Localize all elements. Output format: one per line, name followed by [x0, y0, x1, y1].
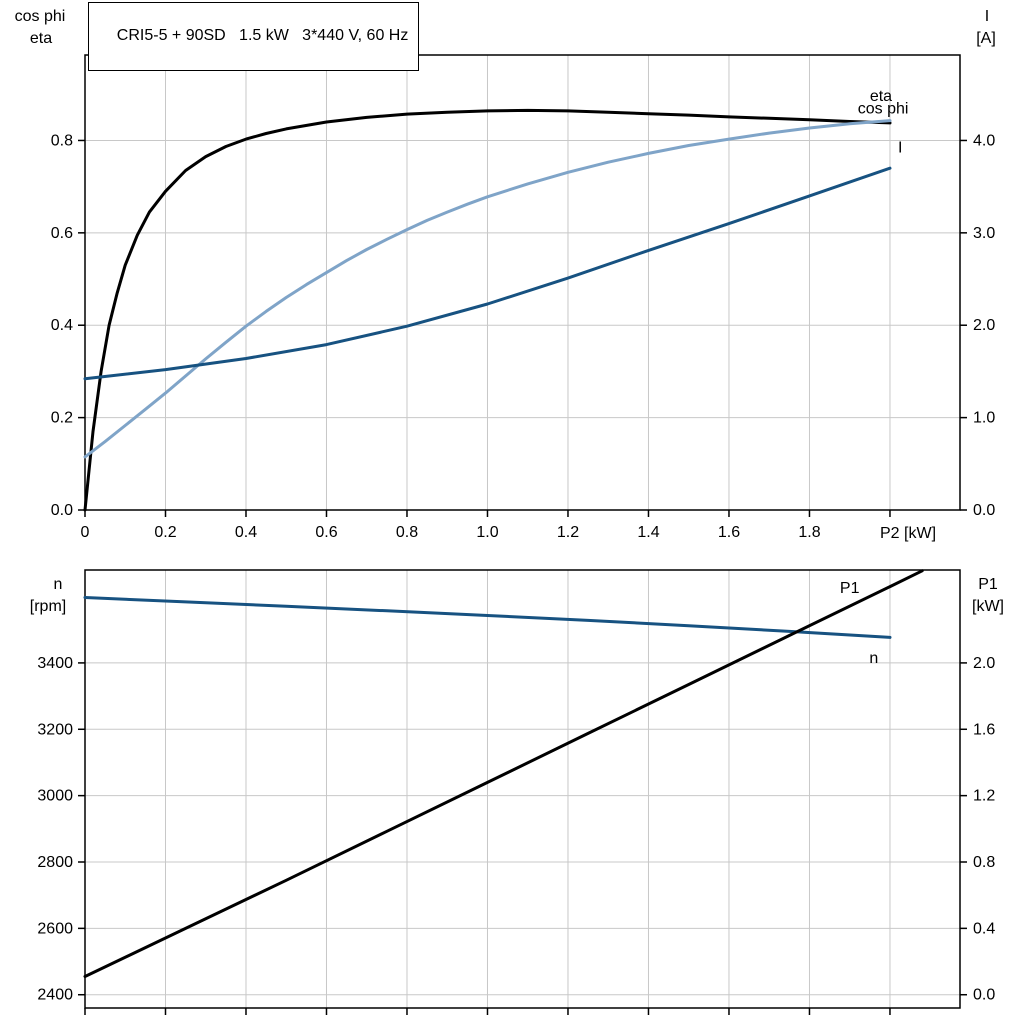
right-tick-label: 1.6 [973, 721, 995, 738]
chart-bottom: 2400 2600 2800 3000 3200 3400 0.0 0.4 0.8 1.2 1.6 2… [30, 569, 1004, 1015]
chart-title-box: CRI5-5 + 90SD 1.5 kW 3*440 V, 60 Hz [88, 2, 420, 71]
left-tick-label: 0.0 [51, 502, 73, 519]
right-axis-title: [A] [976, 30, 996, 47]
gridlines [85, 55, 960, 510]
axis-ticks: 0 0.2 0.4 0.6 0.8 1.0 1.2 1.4 1.6 1.8 0.0 0.2 0.4 0.6… [51, 132, 996, 541]
curve-n [83, 596, 892, 639]
left-tick-label: 3200 [37, 721, 73, 738]
curve-label-P1: P1 [840, 580, 860, 597]
right-tick-label: 2.0 [973, 317, 995, 334]
right-tick-label: 1.0 [973, 410, 995, 427]
left-axis-title: cos phi [15, 8, 66, 25]
right-tick-label: 0.8 [973, 854, 995, 871]
plot-frame [84, 54, 961, 511]
right-tick-label: 4.0 [973, 132, 995, 149]
x-tick-label: 0.8 [396, 524, 418, 541]
x-axis-label: P2 [kW] [880, 525, 936, 542]
curve-I [83, 166, 892, 381]
curve-label-cos-phi: cos phi [858, 101, 909, 118]
x-tick-label: 1.2 [557, 524, 579, 541]
left-tick-label: 2800 [37, 854, 73, 871]
x-tick-label: 1.8 [798, 524, 820, 541]
chart-top: 0 0.2 0.4 0.6 0.8 1.0 1.2 1.4 1.6 1.8 0.0 0.2 0.4 0.6… [15, 8, 996, 542]
left-axis-title: eta [30, 30, 52, 47]
right-tick-label: 0.4 [973, 920, 995, 937]
right-tick-label: 0.0 [973, 502, 995, 519]
x-tick-label: 1.4 [637, 524, 659, 541]
left-tick-label: 0.6 [51, 225, 73, 242]
right-axis-title: [kW] [972, 598, 1004, 615]
x-tick-label: 0 [81, 524, 90, 541]
curve-label-eta: eta [870, 88, 892, 105]
left-axis-title: [rpm] [30, 598, 66, 615]
right-axis-title: P1 [978, 576, 998, 593]
right-tick-label: 0.0 [973, 987, 995, 1004]
axis-ticks: 2400 2600 2800 3000 3200 3400 0.0 0.4 0.8 1.2 1.6 2… [37, 655, 995, 1015]
curve-P1 [83, 569, 924, 978]
x-tick-label: 0.6 [315, 524, 337, 541]
gridlines [85, 570, 960, 1008]
plot-frame [84, 569, 961, 1009]
chart-title: CRI5-5 + 90SD 1.5 kW 3*440 V, 60 Hz [116, 27, 409, 44]
left-tick-label: 2400 [37, 987, 73, 1004]
curve-eta [83, 108, 892, 512]
right-axis-title: I [985, 8, 989, 25]
left-tick-label: 3000 [37, 788, 73, 805]
curve-label-n: n [869, 650, 878, 667]
x-tick-label: 1.0 [476, 524, 498, 541]
x-tick-label: 1.6 [718, 524, 740, 541]
left-axis-title: n [54, 576, 63, 593]
left-tick-label: 0.2 [51, 410, 73, 427]
left-tick-label: 2600 [37, 920, 73, 937]
left-tick-label: 0.8 [51, 132, 73, 149]
right-tick-label: 2.0 [973, 655, 995, 672]
right-tick-label: 1.2 [973, 788, 995, 805]
left-tick-label: 3400 [37, 655, 73, 672]
left-tick-label: 0.4 [51, 317, 73, 334]
right-tick-label: 3.0 [973, 225, 995, 242]
curve-cos-phi [83, 119, 892, 459]
x-tick-label: 0.2 [154, 524, 176, 541]
x-tick-label: 0.4 [235, 524, 257, 541]
curve-label-I: I [898, 139, 902, 156]
